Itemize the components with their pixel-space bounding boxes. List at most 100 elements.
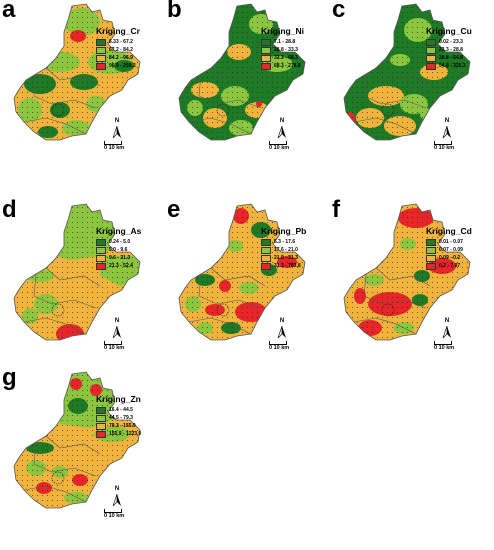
swatch-class-4 — [261, 262, 271, 270]
north-arrow: N — [275, 318, 289, 343]
swatch-class-1 — [96, 406, 106, 414]
swatch-class-3 — [261, 254, 271, 262]
legend-class-4: 68.3 - 278.8 — [274, 63, 301, 69]
legend-class-2: 23.3 - 28.8 — [439, 47, 463, 53]
map-ni — [178, 3, 306, 141]
legend-class-2: 5.0 - 9.6 — [109, 247, 128, 253]
swatch-class-4 — [261, 62, 271, 70]
panel-b: b Kriging_Ni 7.1 - 28.8 28.8 - 33.3 33.3… — [165, 0, 330, 182]
panel-letter: d — [2, 196, 17, 223]
swatch-class-3 — [261, 54, 271, 62]
legend-class-3: 33.3 - 68.3 — [274, 55, 298, 61]
scale-bar: 0 10 km — [104, 341, 124, 351]
north-arrow-icon — [442, 325, 451, 339]
swatch-class-4 — [426, 62, 436, 70]
legend-class-4: 31.3 - 783.8 — [274, 263, 301, 269]
scale-bar: 0 10 km — [104, 509, 124, 519]
legend-class-1: 0.02 - 23.3 — [439, 39, 463, 45]
map-cd — [343, 203, 471, 341]
north-label: N — [114, 486, 120, 492]
swatch-class-2 — [261, 46, 271, 54]
swatch-class-1 — [426, 38, 436, 46]
swatch-class-1 — [96, 238, 106, 246]
north-label: N — [114, 318, 120, 324]
panel-letter: c — [332, 0, 346, 23]
north-label: N — [279, 118, 285, 124]
panel-letter: g — [2, 364, 17, 391]
scale-label: 0 10 km — [104, 145, 125, 151]
swatch-class-2 — [96, 46, 106, 54]
swatch-class-2 — [426, 46, 436, 54]
swatch-class-3 — [96, 254, 106, 262]
swatch-class-4 — [96, 430, 106, 438]
scale-bar-line — [269, 141, 287, 145]
scale-label: 0 10 km — [434, 145, 455, 151]
swatch-class-3 — [426, 254, 436, 262]
map-pb — [178, 203, 306, 341]
legend-class-1: 7.1 - 28.8 — [274, 39, 296, 45]
north-arrow: N — [440, 118, 454, 143]
swatch-class-2 — [96, 414, 106, 422]
north-arrow: N — [110, 486, 124, 511]
scale-bar: 0 10 km — [434, 141, 454, 151]
swatch-class-4 — [96, 262, 106, 270]
swatch-class-4 — [96, 62, 106, 70]
map-cr — [13, 3, 141, 141]
legend-class-2: 0.07 - 0.09 — [439, 247, 463, 253]
scale-label: 0 10 km — [269, 145, 290, 151]
north-label: N — [114, 118, 120, 124]
swatch-class-3 — [426, 54, 436, 62]
legend-class-3: 9.6 - 21.3 — [109, 255, 131, 261]
legend-class-1: 16.4 - 44.5 — [109, 407, 133, 413]
legend-class-4: 54.8 - 325.3 — [439, 63, 466, 69]
north-arrow-icon — [277, 125, 286, 139]
swatch-class-2 — [96, 246, 106, 254]
scale-bar: 0 10 km — [269, 141, 289, 151]
legend-class-4: 0.2 - 7.97 — [439, 263, 461, 269]
legend-class-3: 0.09 - 0.2 — [439, 255, 461, 261]
scale-bar: 0 10 km — [104, 141, 124, 151]
scale-bar-line — [104, 341, 122, 345]
legend: Kriging_Cr 6.33 - 67.2 67.2 - 84.2 84.2 … — [96, 26, 140, 70]
swatch-class-3 — [96, 54, 106, 62]
swatch-class-1 — [96, 38, 106, 46]
legend-class-4: 96.9 - 259.3 — [109, 63, 136, 69]
north-arrow: N — [110, 118, 124, 143]
scale-bar: 0 10 km — [269, 341, 289, 351]
scale-bar-line — [104, 509, 122, 513]
legend-title: Kriging_Cr — [96, 26, 140, 36]
swatch-class-2 — [261, 246, 271, 254]
legend-title: Kriging_Zn — [96, 394, 141, 404]
legend: Kriging_Cu 0.02 - 23.3 23.3 - 28.8 28.8 … — [426, 26, 472, 70]
panel-d: d Kriging_As 0.24 - 5.0 5.0 - 9.6 9.6 - … — [0, 196, 165, 382]
north-label: N — [444, 118, 450, 124]
scale-bar-line — [434, 341, 452, 345]
panel-e: e Kriging_Pb 5.3 - 17.6 17.6 - 21.0 21.0… — [165, 196, 330, 382]
legend-class-3: 84.2 - 96.9 — [109, 55, 133, 61]
swatch-class-1 — [261, 38, 271, 46]
panel-c: c Kriging_Cu 0.02 - 23.3 23.3 - 28.8 28.… — [330, 0, 494, 182]
map-cu — [343, 3, 471, 141]
scale-bar-line — [434, 141, 452, 145]
swatch-class-3 — [96, 422, 106, 430]
legend-class-1: 5.3 - 17.6 — [274, 239, 296, 245]
legend-title: Kriging_As — [96, 226, 142, 236]
scale-bar-line — [104, 141, 122, 145]
panel-letter: b — [167, 0, 182, 23]
north-arrow-icon — [112, 125, 121, 139]
legend: Kriging_Pb 5.3 - 17.6 17.6 - 21.0 21.0 -… — [261, 226, 306, 270]
legend: Kriging_As 0.24 - 5.0 5.0 - 9.6 9.6 - 21… — [96, 226, 141, 270]
legend-class-3: 79.3 - 155.9 — [109, 423, 136, 429]
legend-class-2: 28.8 - 33.3 — [274, 47, 298, 53]
legend-class-2: 17.6 - 21.0 — [274, 247, 298, 253]
legend-title: Kriging_Cd — [426, 226, 472, 236]
north-arrow-icon — [112, 493, 121, 507]
scale-bar-line — [269, 341, 287, 345]
panel-a: a Kriging_Cr 6.33 - 67.2 67.2 - 84.2 84.… — [0, 0, 165, 182]
scale-bar: 0 10 km — [434, 341, 454, 351]
legend: Kriging_Cd 0.01 - 0.07 0.07 - 0.09 0.09 … — [426, 226, 472, 270]
scale-label: 0 10 km — [104, 345, 125, 351]
panel-f: f Kriging_Cd 0.01 - 0.07 0.07 - 0.09 0.0… — [330, 196, 494, 382]
swatch-class-4 — [426, 262, 436, 270]
legend: Kriging_Ni 7.1 - 28.8 28.8 - 33.3 33.3 -… — [261, 26, 304, 70]
